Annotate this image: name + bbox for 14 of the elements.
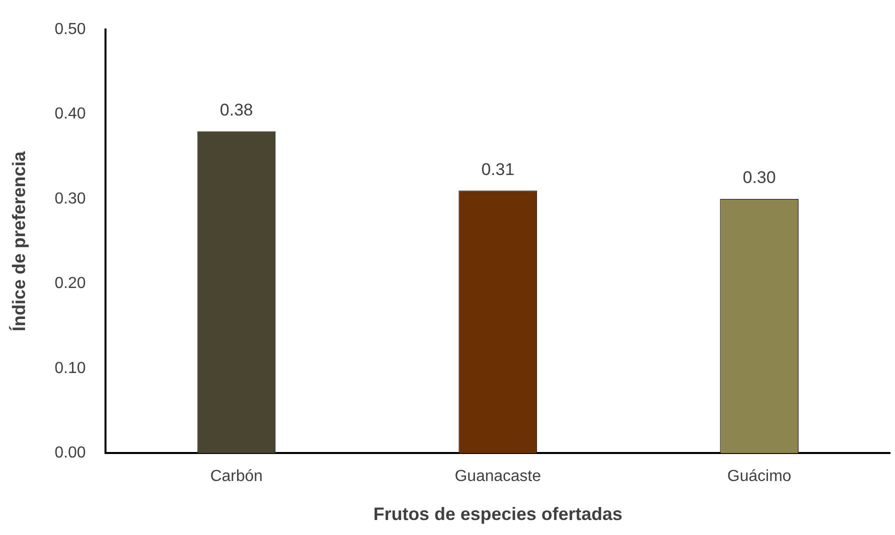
y-tick-label: 0.40	[54, 106, 86, 123]
x-axis-title: Frutos de especies ofertadas	[373, 504, 622, 524]
y-tick-label: 0.30	[54, 190, 86, 208]
data-label: 0.31	[481, 160, 514, 179]
y-tick-label: 0.00	[54, 444, 86, 462]
data-label: 0.30	[742, 168, 776, 188]
x-tick-label: Guácimo	[727, 468, 792, 486]
y-tick-label: 0.50	[54, 21, 86, 38]
y-tick-label: 0.20	[54, 275, 86, 292]
x-tick-label: Carbón	[210, 468, 263, 486]
y-axis-title: Índice de preferencia	[8, 150, 29, 332]
data-label: 0.38	[220, 100, 253, 120]
y-tick-label: 0.10	[54, 360, 86, 377]
x-tick-label: Guanacaste	[454, 468, 542, 486]
